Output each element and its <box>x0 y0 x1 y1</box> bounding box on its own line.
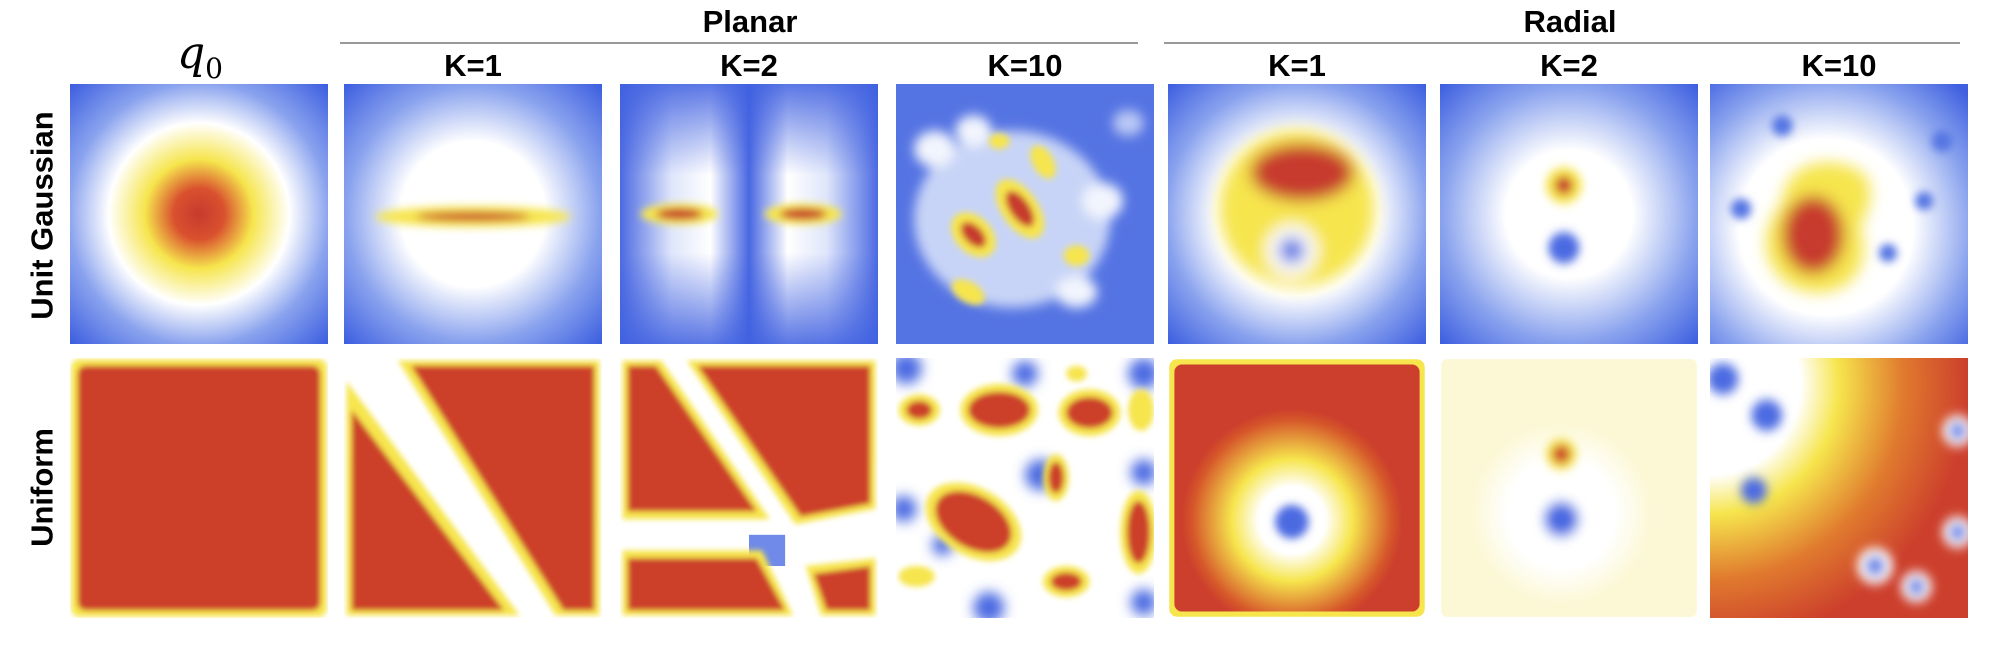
density-gaussian-planar-k10 <box>896 84 1154 344</box>
planar-k10-title: K=10 <box>987 48 1063 83</box>
density-uniform-planar-k10 <box>896 358 1154 618</box>
density-gaussian-radial-k10 <box>1710 84 1968 344</box>
density-gaussian-radial-k2 <box>1440 84 1698 344</box>
density-gaussian-planar-k1 <box>344 84 602 344</box>
planar-group-rule <box>340 42 1138 44</box>
row-label-unit-gaussian: Unit Gaussian <box>24 111 60 320</box>
q0-column-title: q0 <box>177 28 223 85</box>
density-gaussian-planar-k2 <box>620 84 878 344</box>
density-uniform-radial-k2 <box>1440 358 1698 618</box>
planar-group-title: Planar <box>702 4 798 39</box>
row-label-uniform: Uniform <box>24 428 60 547</box>
density-gaussian-radial-k1 <box>1168 84 1426 344</box>
density-gaussian-q0 <box>70 84 328 344</box>
radial-k2-title: K=2 <box>1540 48 1598 83</box>
density-uniform-planar-k1 <box>344 358 602 618</box>
density-uniform-radial-k10 <box>1710 358 1968 618</box>
radial-group-title: Radial <box>1523 4 1617 39</box>
density-uniform-radial-k1 <box>1168 358 1426 618</box>
radial-group-rule <box>1164 42 1960 44</box>
radial-k1-title: K=1 <box>1268 48 1326 83</box>
planar-k1-title: K=1 <box>444 48 502 83</box>
planar-k2-title: K=2 <box>720 48 778 83</box>
radial-k10-title: K=10 <box>1801 48 1877 83</box>
density-uniform-planar-k2 <box>620 358 878 618</box>
density-uniform-q0 <box>70 358 328 618</box>
